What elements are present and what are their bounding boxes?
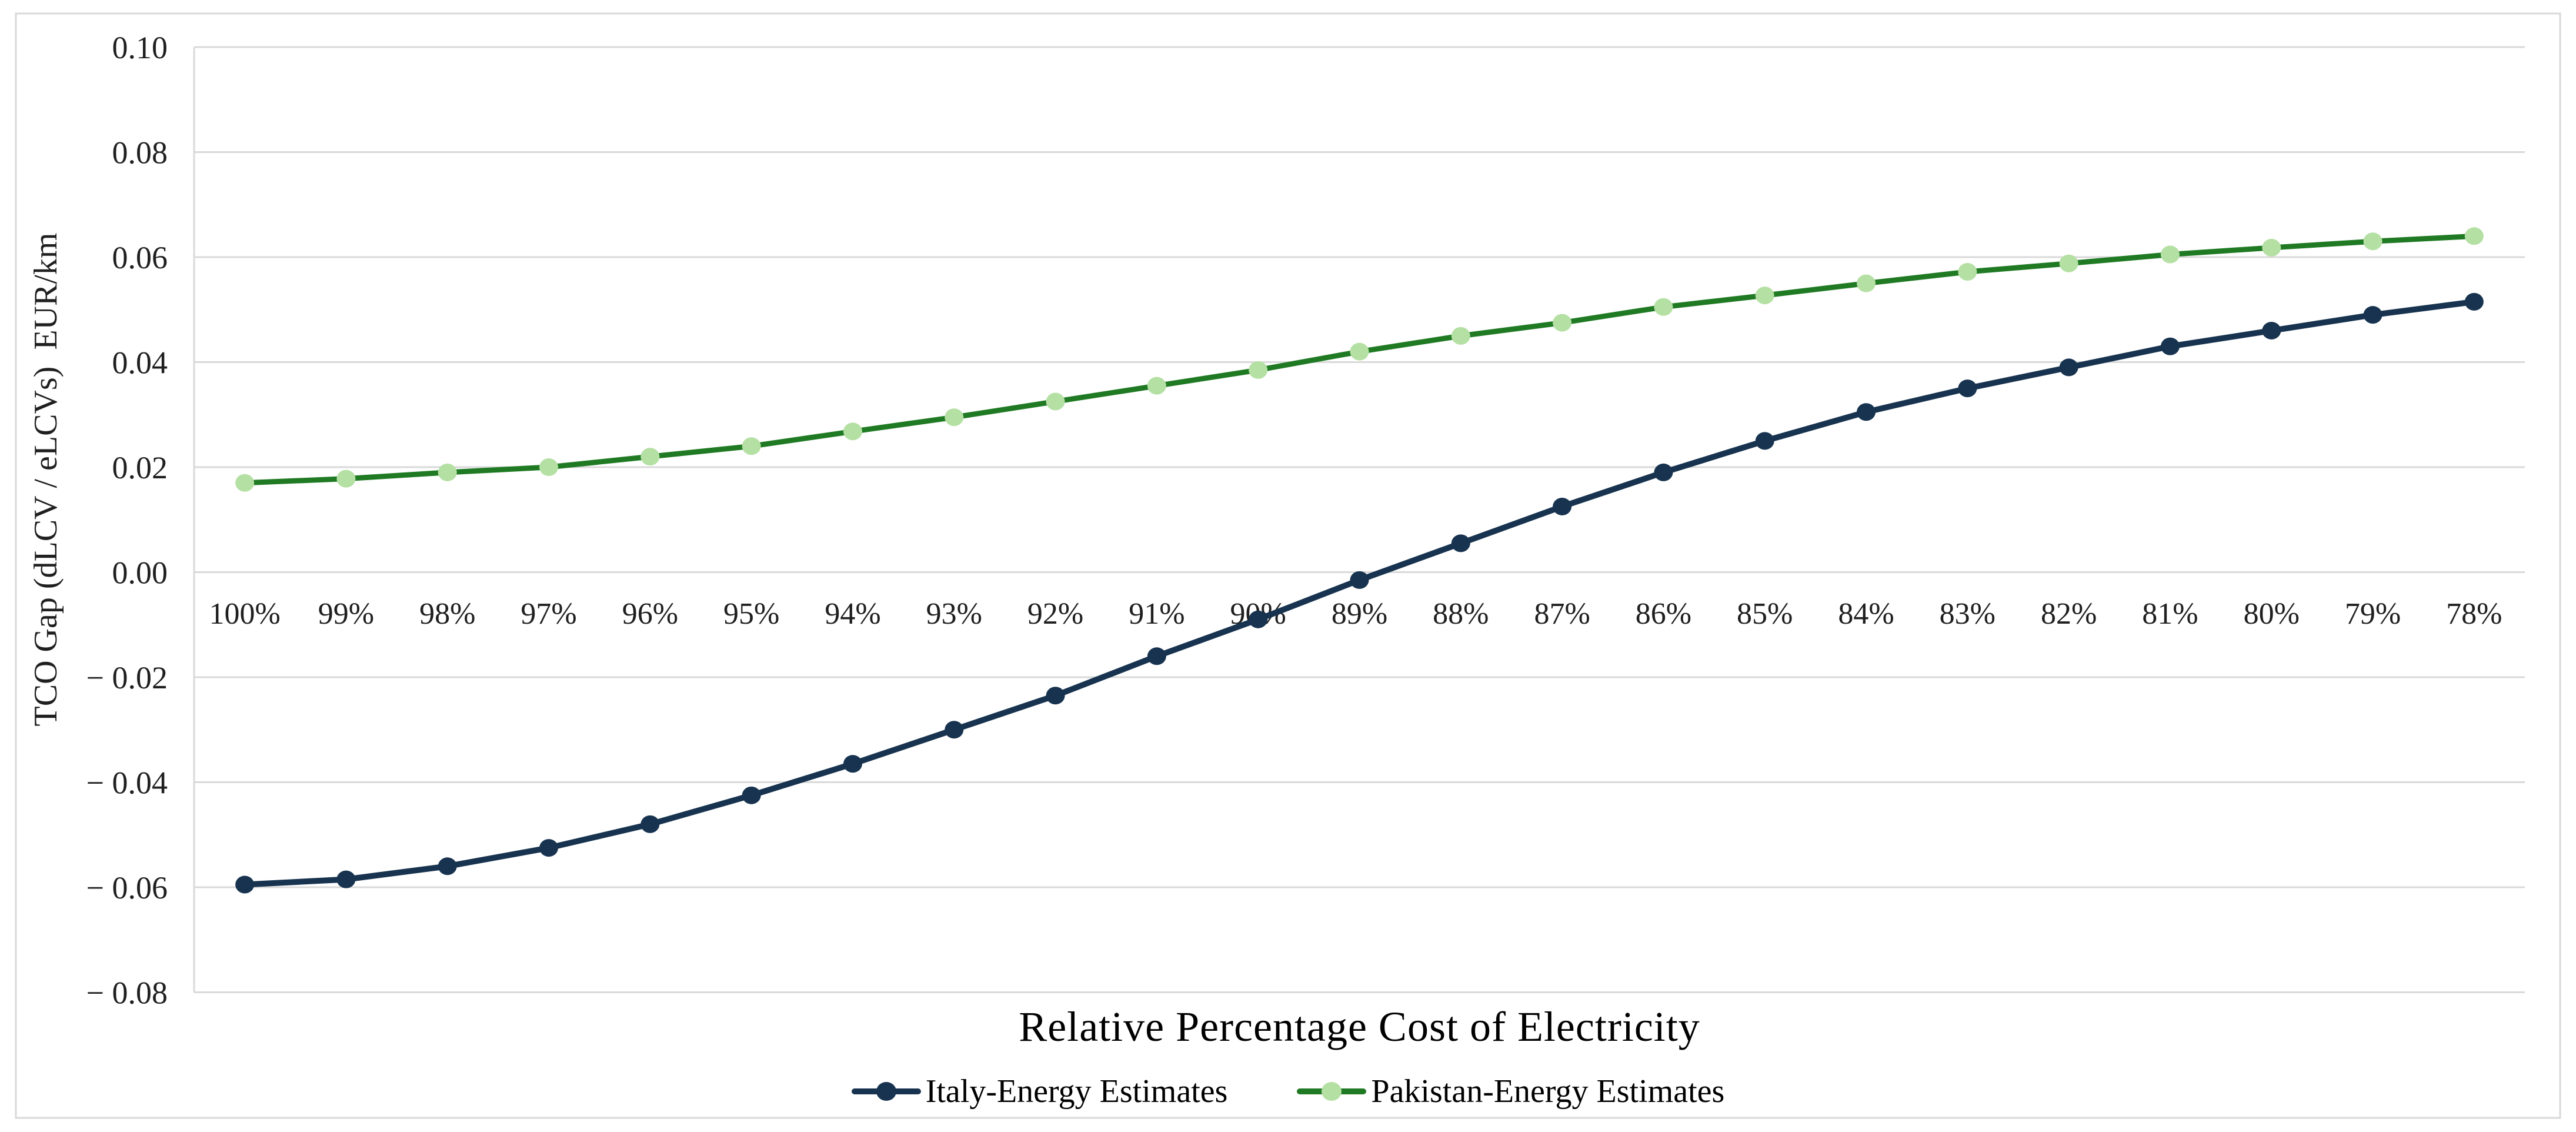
data-point-pakistan-energy-estimates [235, 474, 255, 492]
legend-marker-italy-icon [851, 1082, 921, 1101]
x-tick-label: 98% [419, 597, 475, 631]
data-point-italy-energy-estimates [1451, 534, 1470, 552]
x-tick-label: 86% [1636, 597, 1691, 631]
x-tick-label: 89% [1332, 597, 1387, 631]
legend-item-italy: Italy-Energy Estimates [851, 1070, 1228, 1113]
x-tick-label: 96% [622, 597, 678, 631]
data-point-pakistan-energy-estimates [1755, 287, 1774, 305]
x-tick-label: 92% [1027, 597, 1083, 631]
x-tick-label: 95% [723, 597, 779, 631]
x-tick-label: 87% [1534, 597, 1590, 631]
y-tick-label: 0.00 [112, 555, 168, 591]
data-point-pakistan-energy-estimates [1654, 298, 1673, 316]
data-point-italy-energy-estimates [1147, 647, 1166, 665]
data-point-italy-energy-estimates [2363, 306, 2383, 324]
data-point-italy-energy-estimates [1046, 687, 1065, 705]
legend-dot-swatch [1322, 1082, 1342, 1101]
data-point-pakistan-energy-estimates [1147, 377, 1166, 395]
legend: Italy-Energy Estimates Pakistan-Energy E… [0, 1070, 2576, 1113]
x-tick-label: 97% [520, 597, 576, 631]
data-point-pakistan-energy-estimates [2262, 238, 2281, 257]
data-point-pakistan-energy-estimates [2363, 232, 2383, 251]
data-point-italy-energy-estimates [2160, 337, 2180, 355]
data-point-italy-energy-estimates [1654, 463, 1673, 481]
data-point-italy-energy-estimates [336, 870, 356, 888]
y-axis-title-text: TCO Gap (dLCV / eLCVs) EUR/km [28, 232, 64, 727]
x-tick-label: 83% [1940, 597, 1996, 631]
y-tick-label: − 0.08 [86, 975, 168, 1011]
x-tick-label: 91% [1129, 597, 1184, 631]
y-tick-label: − 0.06 [86, 870, 168, 905]
x-axis-title: Relative Percentage Cost of Electricity [1019, 1003, 1700, 1050]
data-point-pakistan-energy-estimates [1046, 392, 1065, 411]
data-point-italy-energy-estimates [1958, 379, 1977, 398]
data-point-pakistan-energy-estimates [2059, 254, 2078, 272]
x-tick-label: 81% [2142, 597, 2198, 631]
data-point-italy-energy-estimates [640, 815, 660, 833]
data-point-italy-energy-estimates [235, 875, 255, 894]
data-point-italy-energy-estimates [843, 755, 862, 773]
x-tick-label: 84% [1838, 597, 1894, 631]
y-tick-label: 0.06 [112, 240, 168, 275]
data-point-pakistan-energy-estimates [2160, 245, 2180, 264]
data-point-italy-energy-estimates [1249, 610, 1268, 628]
data-point-pakistan-energy-estimates [742, 437, 761, 455]
data-point-italy-energy-estimates [1857, 403, 1876, 421]
x-tick-label: 99% [318, 597, 374, 631]
x-tick-label: 79% [2345, 597, 2401, 631]
y-tick-label: − 0.04 [86, 765, 168, 801]
data-point-pakistan-energy-estimates [1249, 361, 1268, 379]
data-point-pakistan-energy-estimates [539, 458, 559, 476]
x-tick-label: 88% [1433, 597, 1489, 631]
data-point-italy-energy-estimates [539, 839, 559, 857]
data-point-pakistan-energy-estimates [843, 422, 862, 441]
data-point-pakistan-energy-estimates [1350, 342, 1369, 361]
x-tick-label: 94% [825, 597, 880, 631]
data-point-italy-energy-estimates [742, 786, 761, 804]
series-line-italy-energy-estimates [242, 298, 2477, 888]
x-tick-label: 80% [2244, 597, 2300, 631]
x-tick-label: 82% [2041, 597, 2097, 631]
data-point-italy-energy-estimates [2464, 292, 2484, 311]
data-point-italy-energy-estimates [438, 857, 457, 875]
data-point-italy-energy-estimates [1350, 571, 1369, 589]
data-point-italy-energy-estimates [1553, 497, 1572, 515]
data-point-pakistan-energy-estimates [2464, 227, 2484, 245]
data-point-pakistan-energy-estimates [336, 470, 356, 488]
legend-item-pakistan: Pakistan-Energy Estimates [1297, 1070, 1724, 1113]
y-tick-label: 0.02 [112, 450, 168, 485]
data-point-italy-energy-estimates [1755, 432, 1774, 450]
legend-label-italy: Italy-Energy Estimates [925, 1073, 1228, 1110]
y-tick-label: 0.08 [112, 135, 168, 171]
data-point-pakistan-energy-estimates [640, 448, 660, 466]
data-point-pakistan-energy-estimates [438, 463, 457, 481]
x-tick-label: 78% [2446, 597, 2502, 631]
legend-dot-swatch [876, 1082, 896, 1101]
data-point-italy-energy-estimates [2262, 321, 2281, 339]
x-tick-label: 93% [926, 597, 982, 631]
y-tick-label: 0.10 [112, 30, 168, 65]
chart-frame [15, 12, 2561, 1119]
data-point-pakistan-energy-estimates [945, 408, 964, 427]
data-point-pakistan-energy-estimates [1857, 274, 1876, 292]
data-point-italy-energy-estimates [945, 721, 964, 739]
data-point-pakistan-energy-estimates [1553, 314, 1572, 332]
x-tick-label: 85% [1737, 597, 1793, 631]
y-tick-label: 0.04 [112, 345, 168, 381]
data-point-pakistan-energy-estimates [1958, 262, 1977, 281]
legend-label-pakistan: Pakistan-Energy Estimates [1371, 1073, 1725, 1110]
x-tick-label: 100% [209, 597, 280, 631]
data-point-pakistan-energy-estimates [1451, 327, 1470, 345]
legend-marker-pakistan-icon [1297, 1082, 1367, 1101]
data-point-italy-energy-estimates [2059, 358, 2078, 377]
y-tick-label: − 0.02 [86, 660, 168, 695]
